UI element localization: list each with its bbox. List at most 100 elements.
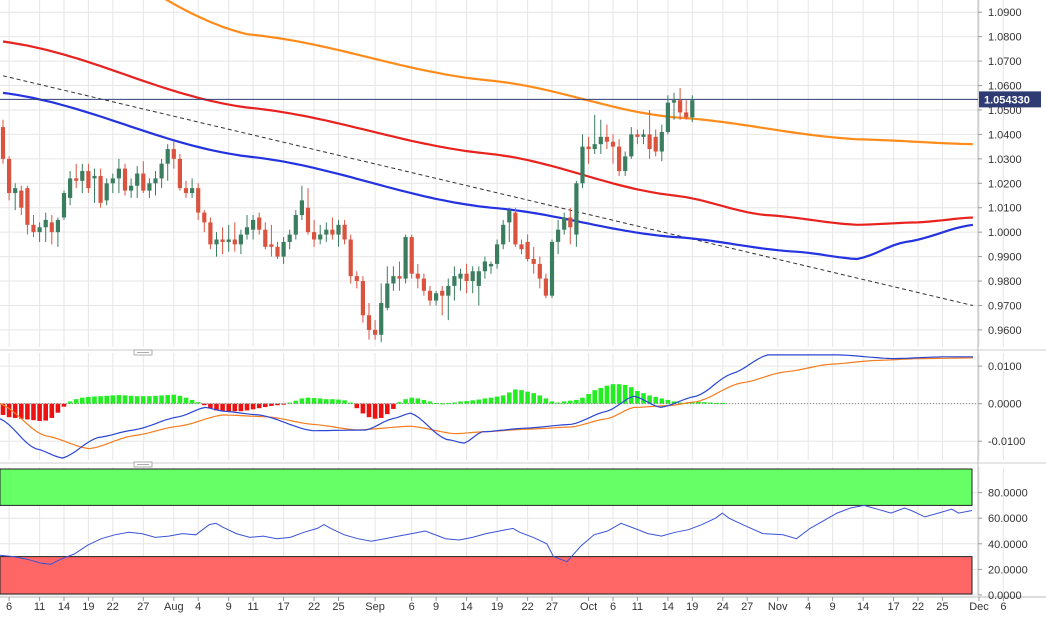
candle-body [80, 171, 85, 181]
rsi-panel [0, 468, 973, 595]
macd-histogram-bar [311, 398, 317, 404]
pane-resize-handles[interactable] [133, 349, 153, 468]
rsi-tick-label: 0.0000 [988, 590, 1022, 602]
macd-histogram-bar [409, 397, 414, 404]
rsi-tick-label: 20.0000 [988, 564, 1028, 576]
macd-histogram-bar [67, 401, 73, 404]
candle-body [129, 185, 134, 191]
macd-histogram-bar [226, 403, 231, 412]
candle-body [684, 112, 689, 118]
macd-histogram-bar [141, 396, 146, 404]
macd-histogram-bar [263, 403, 268, 408]
macd-tick-label: 0.0100 [988, 361, 1022, 373]
price-tick-label: 1.0500 [988, 105, 1022, 117]
macd-histogram-bar [348, 402, 353, 404]
macd-histogram-bar [336, 399, 341, 404]
macd-histogram-bar [531, 393, 536, 404]
candle-body [104, 183, 109, 201]
candle-body [586, 146, 591, 150]
macd-histogram-bar [415, 398, 421, 404]
candle-body [617, 146, 622, 172]
macd-histogram-bar [128, 395, 134, 404]
macd-histogram-bar [433, 402, 439, 404]
candle-body [629, 134, 634, 157]
time-tick-label: 6 [6, 601, 12, 613]
candle-body [299, 200, 304, 216]
macd-histogram-bar [482, 398, 488, 404]
macd-histogram-bar [574, 399, 579, 404]
price-tick-label: 1.0400 [988, 129, 1022, 141]
macd-histogram-bar [513, 389, 518, 404]
macd-histogram-bar [177, 395, 183, 404]
candle-body [244, 227, 250, 235]
candle-body [257, 217, 262, 230]
time-tick-label: 25 [936, 601, 948, 613]
macd-histogram-bar [555, 402, 561, 404]
candle-body [659, 131, 664, 152]
macd-histogram-bar [537, 395, 543, 404]
macd-histogram-bar [616, 384, 622, 404]
time-tick-label: 11 [247, 601, 258, 613]
time-tick-label: 14 [662, 601, 674, 613]
price-tick-label: 1.0200 [988, 178, 1022, 190]
price-tick-label: 0.9900 [988, 252, 1022, 264]
macd-histogram-bar [446, 402, 451, 404]
candle-body [464, 273, 469, 282]
macd-histogram-bar [208, 403, 213, 409]
time-tick-label: 4 [805, 601, 811, 613]
candle-body [635, 134, 640, 137]
candle-body [116, 168, 121, 179]
time-tick-label: 22 [107, 601, 119, 613]
macd-histogram-bar [12, 403, 18, 418]
macd-histogram-bar [604, 385, 610, 404]
macd-histogram-bar [659, 398, 665, 404]
macd-histogram-bar [622, 384, 628, 404]
macd-histogram-bar [122, 395, 128, 404]
time-tick-label: 25 [332, 601, 344, 613]
macd-histogram-bar [293, 400, 299, 404]
candle-body [183, 188, 189, 194]
candle-body [165, 149, 170, 164]
candle-body [513, 212, 518, 245]
ma-200-line [164, 0, 973, 146]
macd-histogram-bar [195, 402, 201, 404]
candle-body [580, 146, 585, 184]
macd-histogram-bar [372, 403, 378, 419]
macd-histogram-bar [275, 403, 280, 406]
macd-histogram-bar [507, 392, 512, 404]
time-tick-label: 19 [491, 601, 503, 613]
candle-body [348, 239, 353, 277]
pane-resize-handle[interactable] [133, 349, 153, 356]
candle-body [312, 232, 317, 240]
macd-histogram-bar [244, 403, 250, 411]
macd-histogram-bar [171, 394, 177, 404]
macd-histogram-bar [0, 403, 6, 415]
candle-body [671, 100, 677, 103]
macd-histogram-bar [690, 402, 695, 404]
candle-body [251, 219, 256, 230]
time-tick-label: 27 [137, 601, 149, 613]
time-tick-label: 6 [610, 601, 616, 613]
candle-body [92, 175, 97, 179]
macd-histogram-bar [238, 403, 244, 412]
candle-body [568, 217, 573, 228]
macd-histogram-bar [488, 397, 494, 404]
candle-body [440, 290, 445, 296]
macd-histogram-bar [598, 387, 604, 404]
pane-resize-handle[interactable] [133, 461, 153, 468]
candle-body [147, 183, 152, 191]
macd-histogram-bar [586, 393, 591, 404]
macd-histogram-bar [354, 403, 360, 409]
macd-line [0, 354, 973, 459]
candle-body [324, 229, 329, 235]
candle-body [647, 134, 652, 150]
candle-body [31, 224, 36, 233]
macd-tick-label: 0.0000 [988, 399, 1022, 411]
macd-histogram-bar [134, 396, 140, 404]
time-tick-label: 19 [82, 601, 94, 613]
macd-histogram-bar [671, 401, 677, 404]
candle-body [623, 156, 628, 172]
candle-body [135, 173, 140, 186]
candle-body [122, 168, 128, 191]
